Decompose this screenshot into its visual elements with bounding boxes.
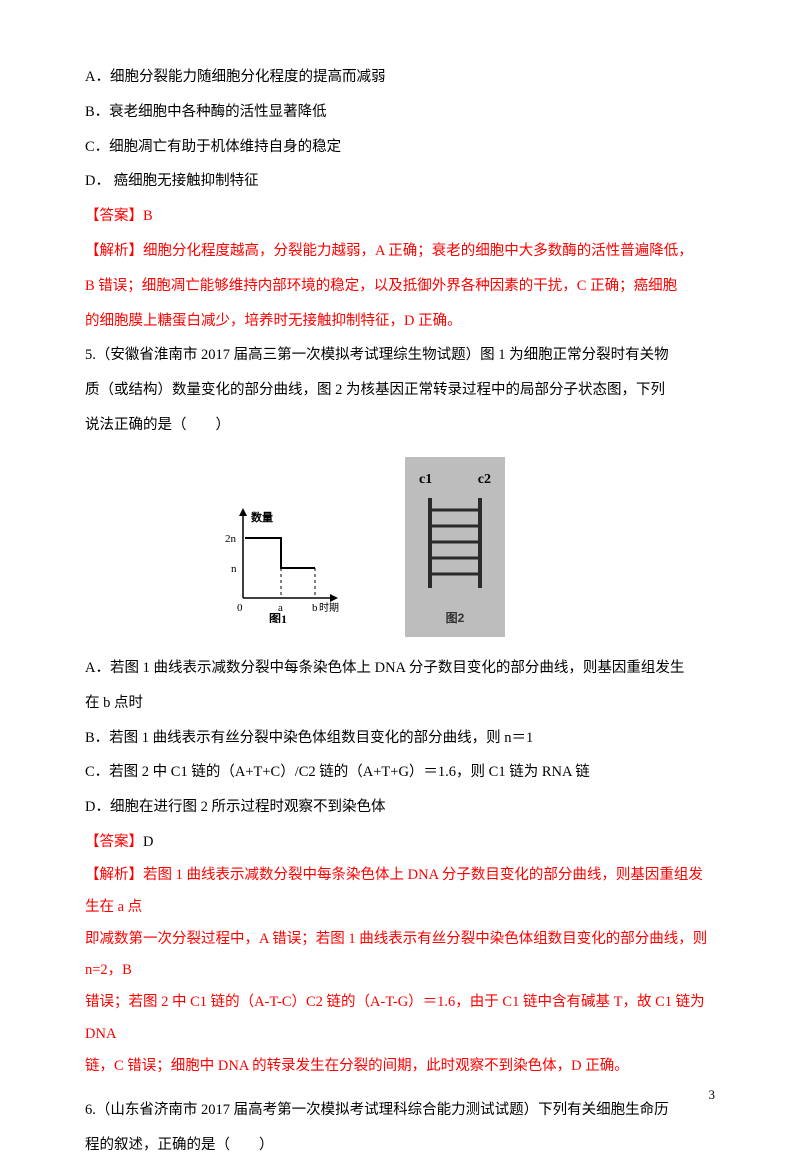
figure-2: c1 c2 图2 — [405, 457, 505, 637]
q4-option-d: D． 癌细胞无接触抑制特征 — [85, 164, 715, 199]
answer-label: 【答案】 — [85, 834, 143, 850]
analysis-text: 细胞分化程度越高，分裂能力越弱，A 正确；衰老的细胞中大多数酶的活性普遍降低， — [143, 243, 693, 259]
fig2-label-c1: c1 — [419, 463, 432, 497]
fig1-xtick-b: b — [312, 602, 318, 614]
fig1-caption: 图1 — [269, 612, 287, 623]
q4-analysis-line2: B 错误；细胞凋亡能够维持内部环境的稳定，以及抵御外界各种因素的干扰，C 正确；… — [85, 269, 715, 304]
q5-analysis-line4: 链，C 错误；细胞中 DNA 的转录发生在分裂的间期，此时观察不到染色体，D 正… — [85, 1051, 715, 1083]
q5-answer: 【答案】D — [85, 825, 715, 860]
fig1-xlabel: 时期 — [319, 602, 339, 614]
q5-analysis-line3: 错误；若图 2 中 C1 链的（A-T-C）C2 链的（A-T-G）＝1.6，由… — [85, 987, 715, 1051]
q4-analysis-line1: 【解析】细胞分化程度越高，分裂能力越弱，A 正确；衰老的细胞中大多数酶的活性普遍… — [85, 234, 715, 269]
analysis-label: 【解析】 — [85, 867, 143, 883]
q5-option-b: B．若图 1 曲线表示有丝分裂中染色体组数目变化的部分曲线，则 n＝1 — [85, 721, 715, 756]
answer-label: 【答案】 — [85, 208, 143, 224]
q4-answer: 【答案】B — [85, 199, 715, 234]
q6-stem-line2: 程的叙述，正确的是（ ） — [85, 1128, 715, 1163]
page-number: 3 — [709, 1079, 716, 1110]
q4-option-a: A．细胞分裂能力随细胞分化程度的提高而减弱 — [85, 60, 715, 95]
page-container: A．细胞分裂能力随细胞分化程度的提高而减弱 B．衰老细胞中各种酶的活性显著降低 … — [0, 0, 800, 1132]
fig1-ytick-n: n — [231, 563, 237, 575]
fig1-ylabel: 数量 — [251, 510, 273, 524]
q5-option-c: C．若图 2 中 C1 链的（A+T+C）/C2 链的（A+T+G）＝1.6，则… — [85, 755, 715, 790]
figure-2-svg — [415, 498, 495, 588]
q4-option-c: C．细胞凋亡有助于机体维持自身的稳定 — [85, 130, 715, 165]
q5-option-a-line1: A．若图 1 曲线表示减数分裂中每条染色体上 DNA 分子数目变化的部分曲线，则… — [85, 651, 715, 686]
q5-option-a-line2: 在 b 点时 — [85, 686, 715, 721]
q5-stem-line2: 质（或结构）数量变化的部分曲线，图 2 为核基因正常转录过程中的局部分子状态图，… — [85, 373, 715, 408]
figure-1: 2n n 数量 0 a b 时期 图1 — [215, 503, 345, 637]
fig2-label-c2: c2 — [478, 463, 491, 497]
q5-analysis-block: 【解析】若图 1 曲线表示减数分裂中每条染色体上 DNA 分子数目变化的部分曲线… — [85, 860, 715, 1083]
fig2-caption: 图2 — [413, 604, 497, 633]
answer-value: B — [143, 208, 153, 224]
fig1-ytick-2n: 2n — [225, 533, 237, 545]
q5-analysis-line2: 即减数第一次分裂过程中，A 错误；若图 1 曲线表示有丝分裂中染色体组数目变化的… — [85, 924, 715, 988]
analysis-text: 若图 1 曲线表示减数分裂中每条染色体上 DNA 分子数目变化的部分曲线，则基因… — [85, 867, 703, 915]
figure-1-svg: 2n n 数量 0 a b 时期 图1 — [215, 503, 345, 623]
q5-stem-line1: 5.（安徽省淮南市 2017 届高三第一次模拟考试理综生物试题）图 1 为细胞正… — [85, 338, 715, 373]
figures-row: 2n n 数量 0 a b 时期 图1 c1 c2 — [215, 457, 715, 637]
fig1-xtick-0: 0 — [237, 602, 243, 614]
q4-analysis-line3: 的细胞膜上糖蛋白减少，培养时无接触抑制特征，D 正确。 — [85, 304, 715, 339]
analysis-label: 【解析】 — [85, 243, 143, 259]
q5-option-d: D．细胞在进行图 2 所示过程时观察不到染色体 — [85, 790, 715, 825]
q6-stem-line1: 6.（山东省济南市 2017 届高考第一次模拟考试理科综合能力测试试题）下列有关… — [85, 1093, 715, 1128]
answer-value: D — [143, 834, 153, 850]
q5-stem-line3: 说法正确的是（ ） — [85, 408, 715, 443]
q5-analysis-line1: 【解析】若图 1 曲线表示减数分裂中每条染色体上 DNA 分子数目变化的部分曲线… — [85, 860, 715, 924]
q4-option-b: B．衰老细胞中各种酶的活性显著降低 — [85, 95, 715, 130]
